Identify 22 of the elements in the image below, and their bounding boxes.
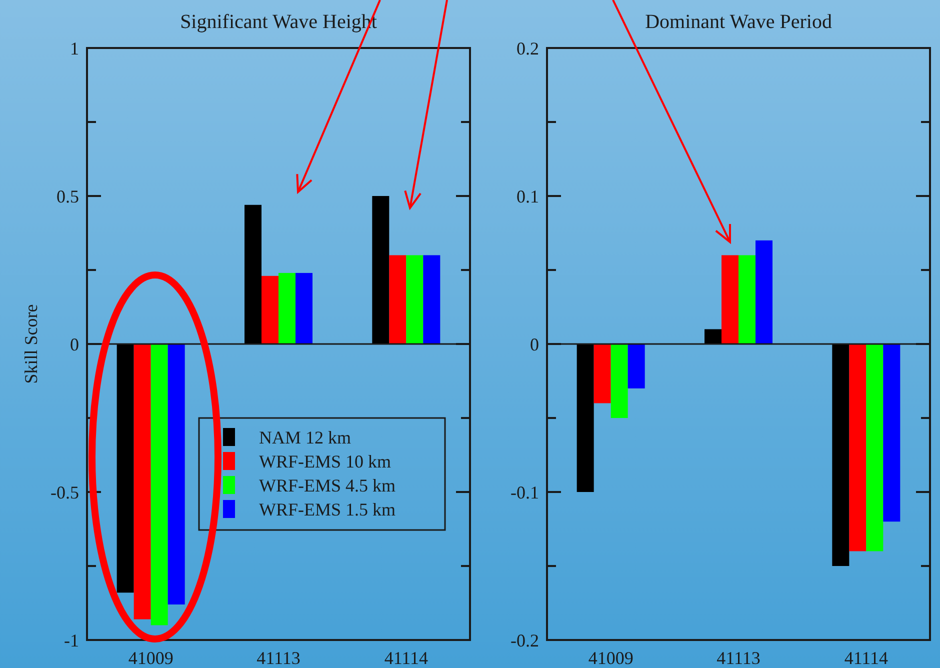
y-tick-label: 0.5 <box>56 186 79 206</box>
y-tick-label: 0.1 <box>516 186 539 206</box>
y-tick-label: 0 <box>530 334 539 354</box>
legend-label: WRF-EMS 4.5 km <box>259 475 396 496</box>
y-tick-label: -0.2 <box>510 630 539 650</box>
x-tick-label: 41114 <box>384 648 428 668</box>
legend-label: WRF-EMS 10 km <box>259 451 392 472</box>
y-tick-label: 0 <box>70 334 79 354</box>
y-tick-label: -1 <box>64 630 79 650</box>
x-tick-label: 41113 <box>716 648 760 668</box>
legend-label: NAM 12 km <box>259 427 352 448</box>
y-tick-label: 1 <box>70 38 79 58</box>
x-tick-label: 41009 <box>128 648 174 668</box>
y-tick-label: -0.1 <box>510 482 539 502</box>
y-tick-label: -0.5 <box>50 482 79 502</box>
x-tick-label: 41113 <box>256 648 300 668</box>
y-tick-label: 0.2 <box>516 38 539 58</box>
y-axis-title: Skill Score <box>21 304 41 384</box>
x-tick-label: 41009 <box>588 648 634 668</box>
chart-title: Dominant Wave Period <box>645 11 832 33</box>
x-tick-label: 41114 <box>844 648 888 668</box>
legend-label: WRF-EMS 1.5 km <box>259 499 396 520</box>
